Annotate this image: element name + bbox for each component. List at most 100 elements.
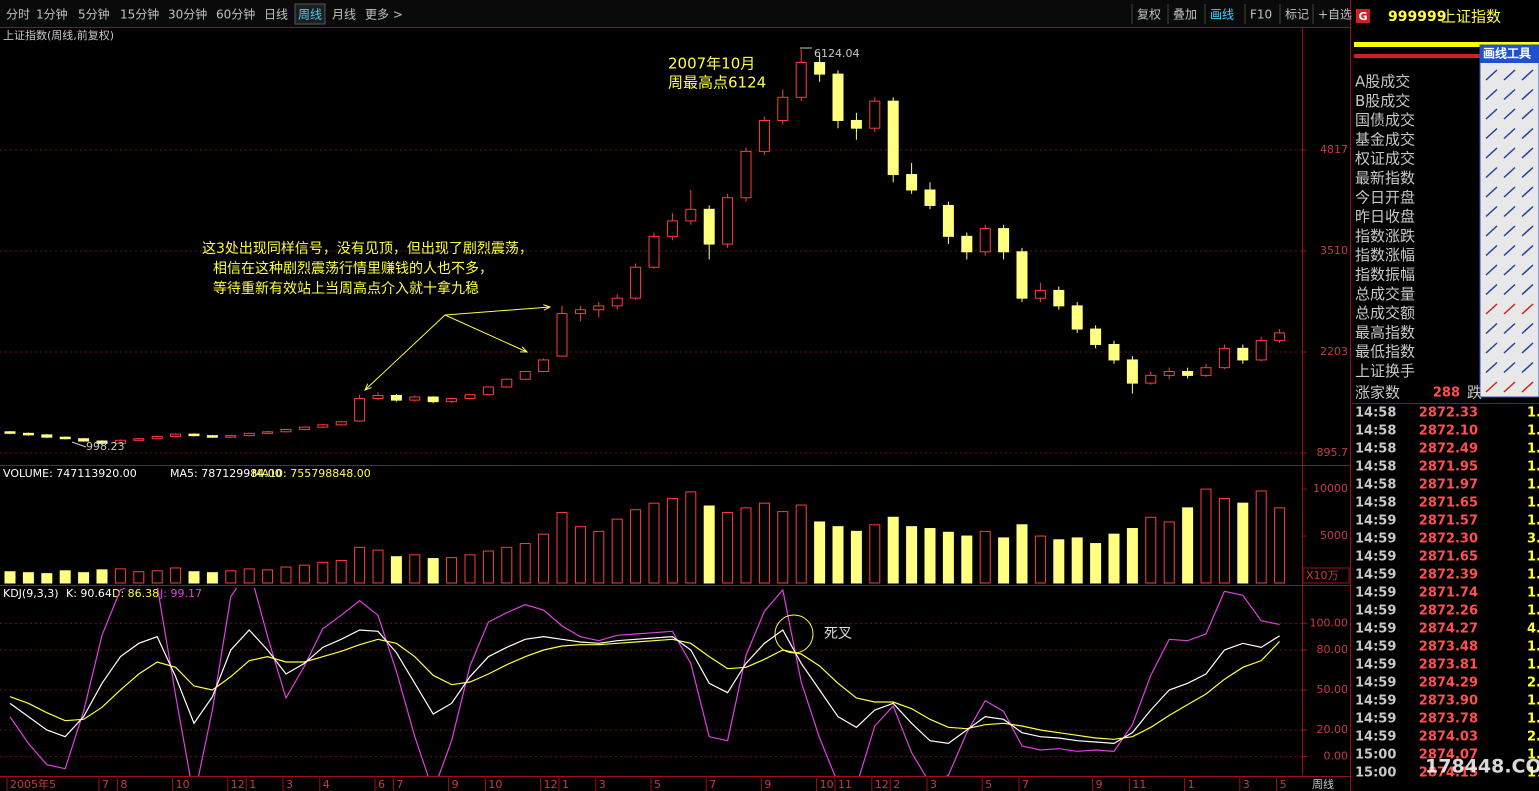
tool-icon[interactable] [1503, 127, 1516, 140]
volume-bar [832, 526, 844, 584]
period-tab[interactable]: 日线 [264, 8, 288, 22]
tool-icon[interactable] [1503, 147, 1516, 159]
tool-icon[interactable] [1503, 342, 1516, 354]
tool-icon[interactable] [1521, 244, 1534, 257]
tool-icon[interactable] [1485, 88, 1498, 101]
tool-icon[interactable] [1503, 186, 1516, 198]
tool-icon[interactable] [1521, 186, 1534, 198]
period-tab[interactable]: 5分钟 [78, 7, 110, 22]
tool-icon[interactable] [1521, 147, 1534, 159]
tool-icon[interactable] [1503, 166, 1516, 179]
trade-price: 2872.39 [1419, 568, 1478, 583]
tool-icon[interactable] [1485, 303, 1498, 315]
tool-button[interactable]: 标记 [1285, 8, 1309, 22]
trade-volume: 1. [1527, 442, 1539, 457]
tool-icon[interactable] [1485, 166, 1498, 179]
period-tab[interactable]: 周线 [298, 8, 322, 22]
candle-body [151, 435, 163, 440]
trough-pointer [71, 441, 87, 448]
candle-body [869, 100, 881, 129]
candle-body [758, 119, 770, 152]
period-tab[interactable]: 60分钟 [216, 7, 255, 22]
candle-body [1108, 343, 1120, 361]
tool-icon[interactable] [1521, 264, 1534, 276]
trade-time: 15:00 [1355, 748, 1396, 763]
tool-icon[interactable] [1521, 283, 1534, 296]
x-tick-label: 5 [1280, 778, 1287, 791]
tool-icon[interactable] [1521, 342, 1534, 354]
period-tab[interactable]: 分时 [6, 8, 30, 22]
tool-icon[interactable] [1485, 69, 1498, 81]
trade-time: 14:58 [1355, 460, 1396, 475]
tool-icon[interactable] [1521, 361, 1534, 374]
field-label: 指数振幅 [1355, 266, 1415, 284]
period-tab[interactable]: 更多 > [365, 8, 403, 22]
tool-icon[interactable] [1485, 342, 1498, 354]
tool-icon[interactable] [1485, 186, 1498, 198]
tool-icon[interactable] [1503, 205, 1516, 218]
quote-header [1352, 0, 1539, 28]
tool-icon[interactable] [1521, 303, 1534, 315]
candle-body [427, 396, 439, 403]
tool-icon[interactable] [1521, 127, 1534, 140]
tool-button[interactable]: 画线 [1210, 8, 1234, 22]
tool-icon[interactable] [1503, 361, 1516, 374]
volume-bar [133, 571, 145, 584]
tool-icon[interactable] [1485, 147, 1498, 159]
tool-icon[interactable] [1503, 381, 1516, 393]
tool-button[interactable]: 叠加 [1173, 8, 1197, 22]
tool-icon[interactable] [1521, 69, 1534, 81]
volume-bar [501, 546, 513, 584]
tool-icon[interactable] [1503, 225, 1516, 237]
tool-icon[interactable] [1503, 264, 1516, 276]
bar-deco [1389, 54, 1539, 58]
period-tab[interactable]: 1分钟 [36, 7, 68, 22]
tool-icon[interactable] [1503, 244, 1516, 257]
tool-icon[interactable] [1485, 108, 1498, 120]
candle-body [519, 371, 531, 380]
volume-bar [464, 554, 476, 584]
field-label: 权证成交 [1355, 150, 1415, 168]
tool-icon[interactable] [1521, 381, 1534, 393]
tool-icon[interactable] [1485, 205, 1498, 218]
tool-icon[interactable] [1485, 283, 1498, 296]
trade-time: 14:59 [1355, 658, 1396, 673]
tool-icon[interactable] [1503, 69, 1516, 81]
volume-bar [630, 509, 642, 584]
tool-icon[interactable] [1521, 205, 1534, 218]
tool-icon[interactable] [1521, 166, 1534, 179]
tool-button[interactable]: +自选 [1318, 8, 1352, 22]
x-tick-label: 12 [875, 778, 889, 791]
tool-button[interactable]: F10 [1250, 8, 1272, 22]
tool-button[interactable]: 复权 [1137, 8, 1161, 22]
tool-icon[interactable] [1485, 225, 1498, 237]
drawing-tools-title-bar [1480, 45, 1539, 63]
x-tick-label: 3 [599, 778, 606, 791]
period-tab[interactable]: 月线 [332, 8, 356, 22]
tool-icon[interactable] [1521, 225, 1534, 237]
tool-icon[interactable] [1485, 244, 1498, 257]
trade-price: 2873.81 [1419, 658, 1478, 673]
tool-icon[interactable] [1503, 88, 1516, 101]
tool-icon[interactable] [1485, 361, 1498, 374]
tool-icon[interactable] [1503, 283, 1516, 296]
candle-body [170, 433, 182, 437]
tool-icon[interactable] [1521, 108, 1534, 120]
tool-icon[interactable] [1521, 88, 1534, 101]
logo-box [1356, 9, 1370, 23]
tool-icon[interactable] [1521, 322, 1534, 335]
tool-icon[interactable] [1503, 108, 1516, 120]
tool-icon[interactable] [1485, 127, 1498, 140]
candle-body [133, 438, 145, 441]
tool-icon[interactable] [1485, 264, 1498, 276]
field-label: 最低指数 [1355, 343, 1415, 361]
tool-icon[interactable] [1485, 322, 1498, 335]
trade-volume: 1. [1527, 478, 1539, 493]
tool-icon[interactable] [1503, 303, 1516, 315]
tool-icon[interactable] [1503, 322, 1516, 335]
period-tab[interactable]: 15分钟 [120, 7, 159, 22]
volume-bar [243, 568, 255, 584]
tool-icon[interactable] [1485, 381, 1498, 393]
period-tab[interactable]: 30分钟 [168, 7, 207, 22]
y-tick-label: 80.00 [1317, 643, 1349, 656]
